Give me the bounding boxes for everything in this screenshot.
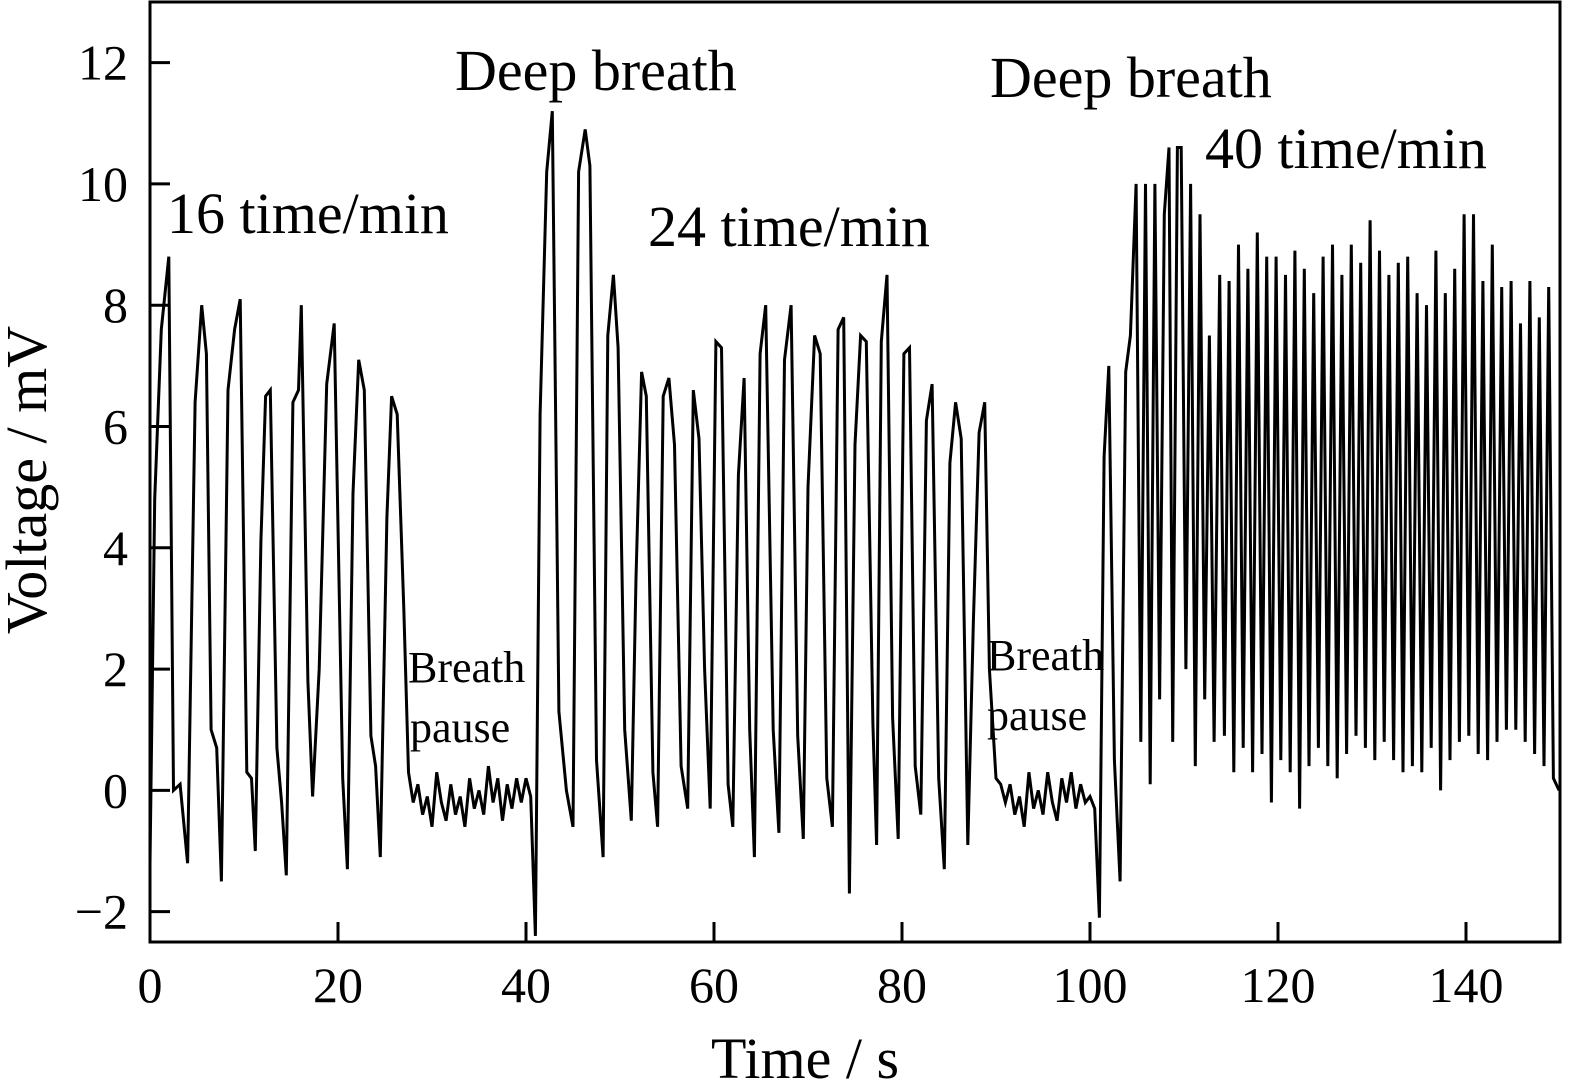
- y-tick-label: 4: [103, 520, 128, 576]
- annotation: 24 time/min: [648, 194, 930, 259]
- x-tick-label: 20: [313, 957, 363, 1013]
- x-tick-label: 120: [1241, 957, 1316, 1013]
- y-tick-label: 6: [103, 399, 128, 455]
- y-axis-title: Voltage / mV: [0, 326, 59, 634]
- annotation: pause: [987, 691, 1087, 740]
- x-tick-label: 0: [138, 957, 163, 1013]
- annotation: pause: [410, 703, 510, 752]
- annotation: Breath: [408, 643, 525, 692]
- y-tick-label: 8: [103, 277, 128, 333]
- y-tick-label: 2: [103, 641, 128, 697]
- y-tick-label: 10: [78, 156, 128, 212]
- x-tick-label: 40: [501, 957, 551, 1013]
- x-axis-title: Time / s: [711, 1026, 899, 1089]
- annotation: 16 time/min: [167, 181, 449, 246]
- annotation: Deep breath: [455, 38, 737, 103]
- y-tick-label: −2: [75, 884, 128, 940]
- annotation: Deep breath: [990, 45, 1272, 110]
- plot-frame: [148, 0, 1562, 944]
- x-tick-label: 100: [1053, 957, 1128, 1013]
- signal-line: [148, 111, 1561, 936]
- x-tick-label: 60: [689, 957, 739, 1013]
- x-tick-label: 140: [1429, 957, 1504, 1013]
- y-tick-label: 0: [103, 762, 128, 818]
- annotation: Breath: [987, 631, 1104, 680]
- y-tick-label: 12: [78, 35, 128, 91]
- annotation: 40 time/min: [1205, 116, 1487, 181]
- x-tick-label: 80: [877, 957, 927, 1013]
